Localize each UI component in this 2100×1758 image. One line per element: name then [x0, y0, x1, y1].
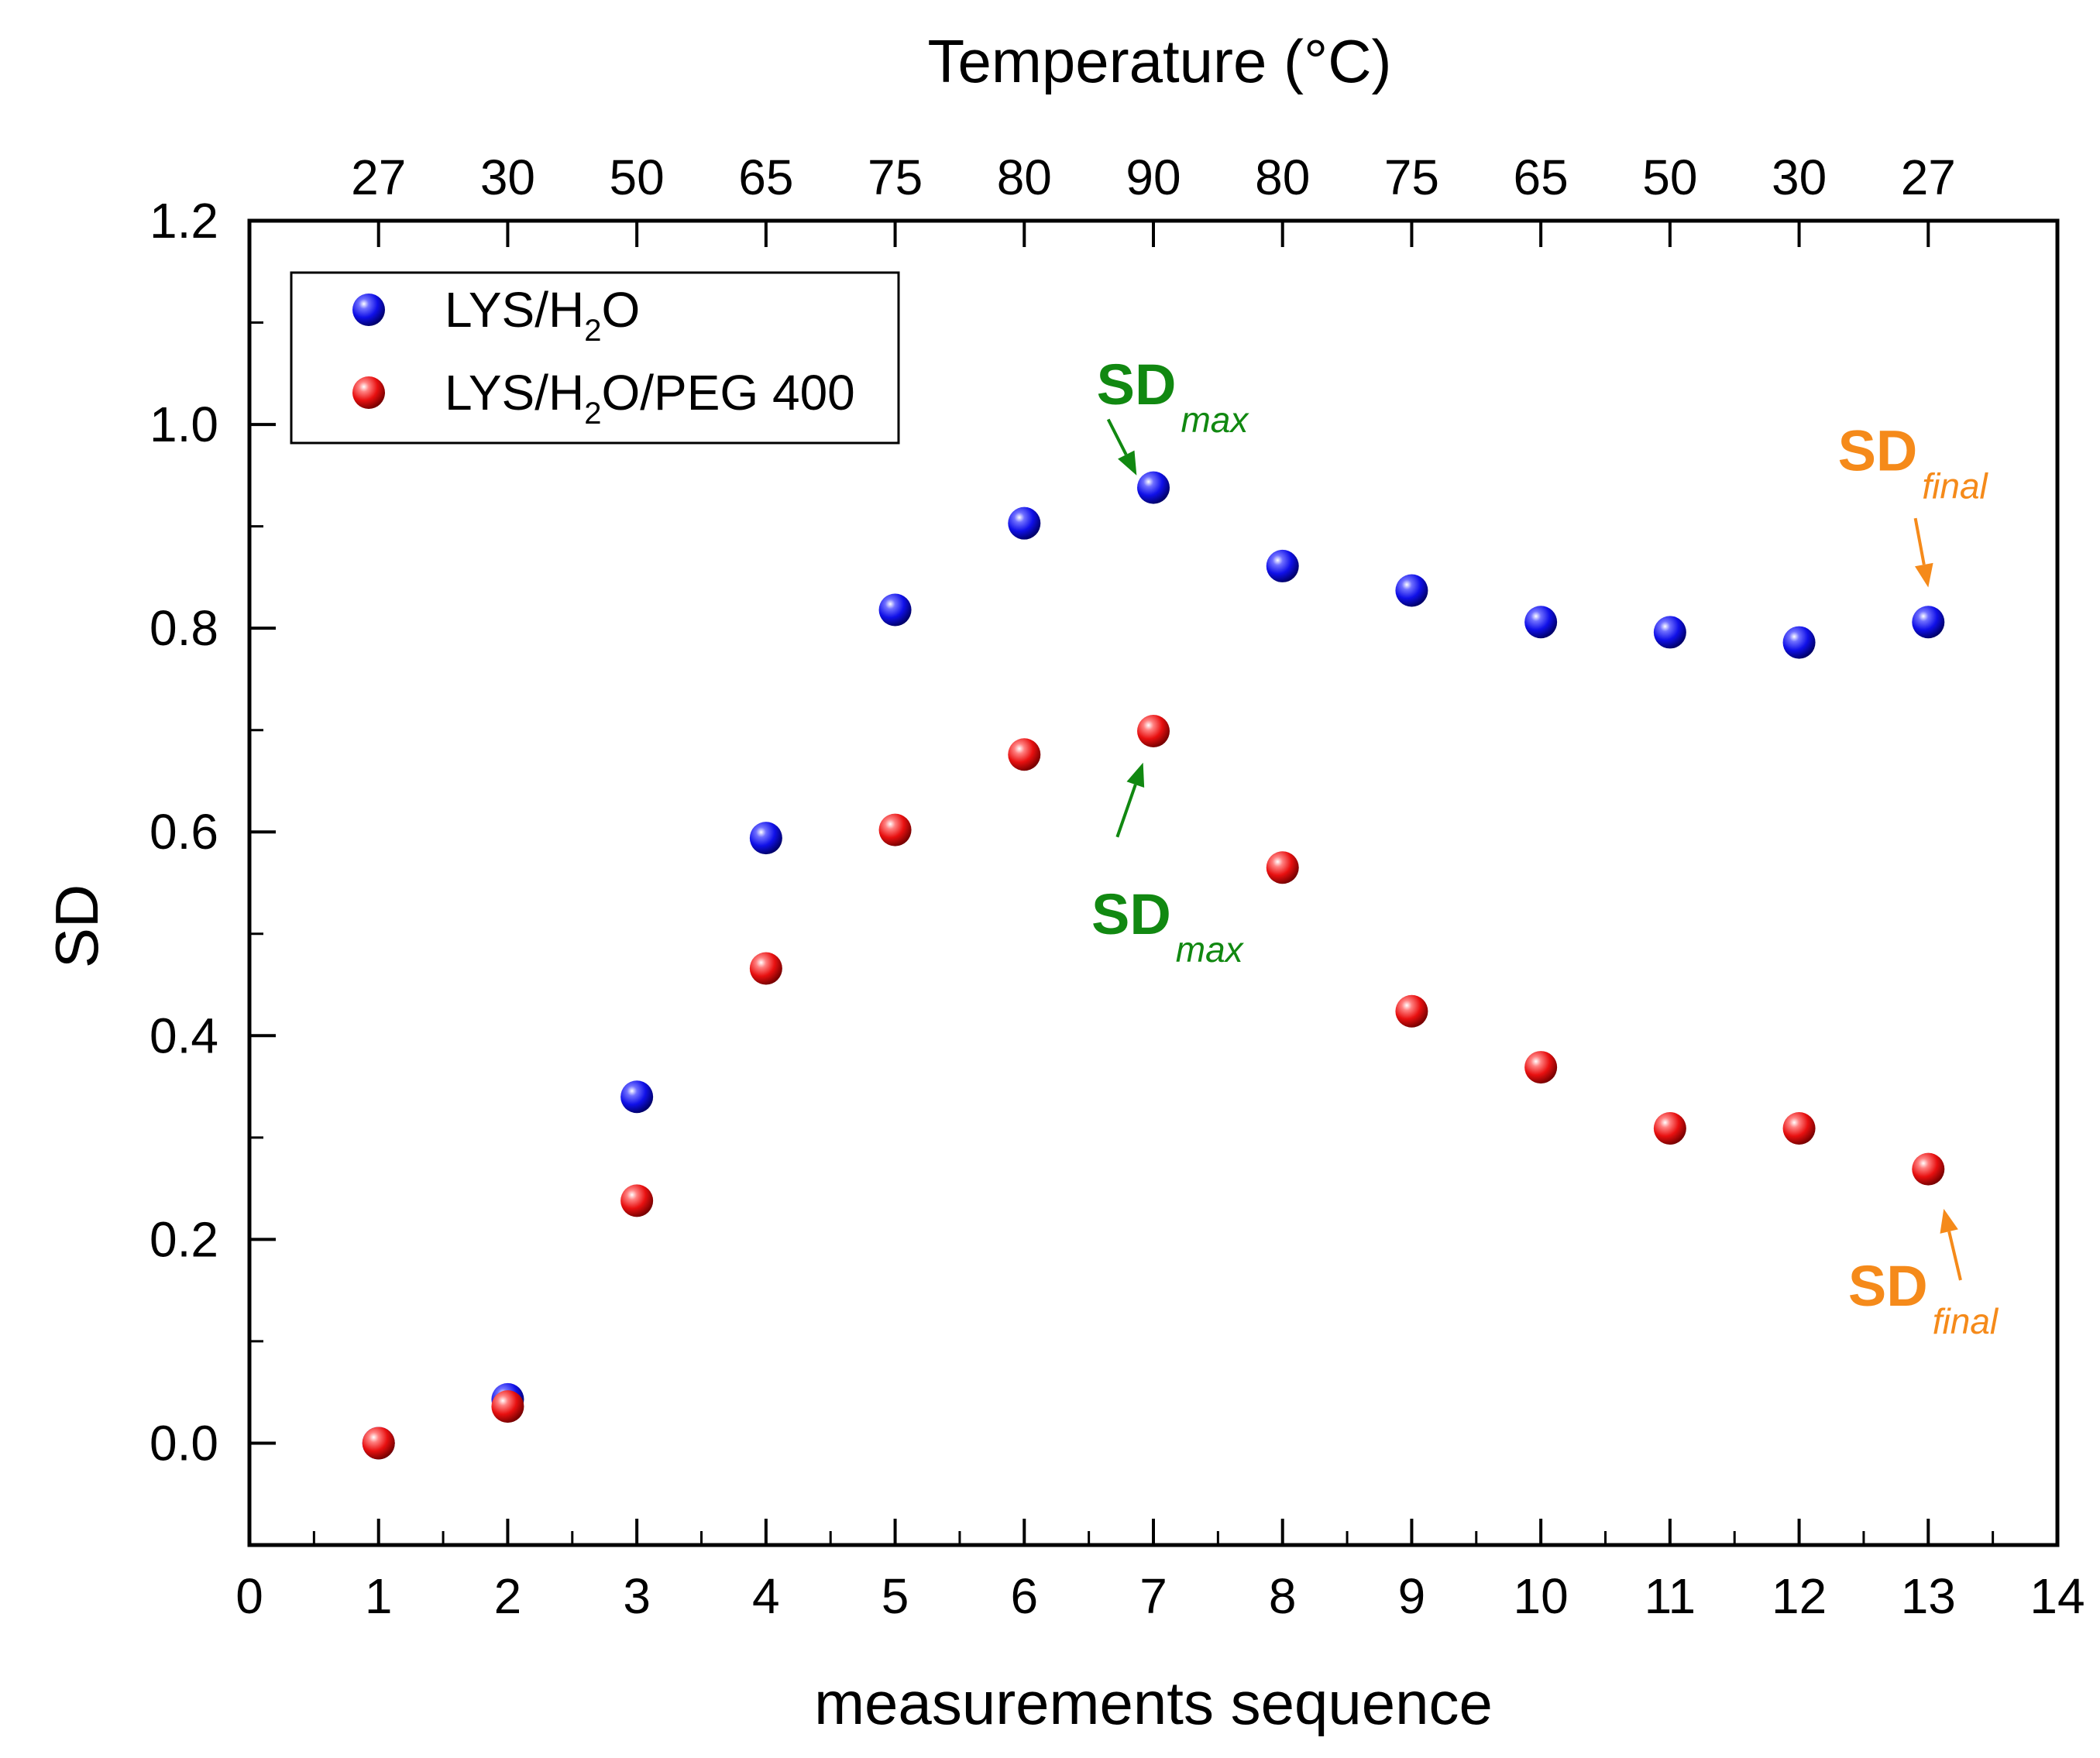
data-point-s1-3 — [620, 1184, 654, 1217]
top-tick-label-0: 27 — [351, 149, 406, 205]
x-tick-label-10: 10 — [1514, 1568, 1569, 1624]
data-point-s0-9 — [1395, 574, 1428, 607]
series-1 — [362, 715, 1945, 1460]
annotation-arrow-head — [1914, 562, 1933, 588]
legend-label-lys-h2o-peg400: LYS/H2O/PEG 400 — [445, 365, 855, 431]
annotation-arrow-head — [1118, 450, 1137, 476]
top-tick-label-4: 75 — [868, 149, 923, 205]
annotation-label: SDmax — [1097, 352, 1250, 440]
x-tick-label-6: 6 — [1010, 1568, 1038, 1624]
x-tick-label-0: 0 — [235, 1568, 263, 1624]
x-tick-label-9: 9 — [1398, 1568, 1426, 1624]
data-point-s1-4 — [749, 952, 782, 985]
top-tick-label-7: 80 — [1255, 149, 1310, 205]
data-point-s1-10 — [1524, 1051, 1558, 1084]
annotation-arrow-shaft — [1947, 1231, 1962, 1281]
x-tick-label-2: 2 — [494, 1568, 522, 1624]
data-point-s1-8 — [1266, 851, 1299, 884]
top-tick-label-8: 75 — [1384, 149, 1439, 205]
annotation-label: SDfinal — [1838, 418, 1989, 506]
data-point-s1-13 — [1912, 1152, 1945, 1186]
data-point-s1-11 — [1653, 1112, 1686, 1145]
y-tick-label-3: 0.6 — [150, 804, 218, 860]
annotation-label: SDmax — [1091, 882, 1245, 970]
top-tick-label-3: 65 — [738, 149, 793, 205]
annotation-final-3: SDfinal — [1848, 1208, 1999, 1341]
x-tick-label-4: 4 — [752, 1568, 780, 1624]
data-point-s0-13 — [1912, 606, 1945, 639]
annotation-arrow-shaft — [1106, 418, 1128, 455]
top-tick-label-2: 50 — [610, 149, 665, 205]
x-tick-label-7: 7 — [1139, 1568, 1167, 1624]
annotation-final-1: SDfinal — [1838, 418, 1989, 588]
y-tick-label-4: 0.8 — [150, 600, 218, 656]
top-tick-label-12: 27 — [1901, 149, 1956, 205]
annotation-arrow-head — [1126, 762, 1145, 788]
x-tick-label-12: 12 — [1772, 1568, 1827, 1624]
top-tick-label-11: 30 — [1772, 149, 1827, 205]
top-axis-title: Temperature (°C) — [927, 27, 1391, 95]
data-point-s0-5 — [878, 593, 912, 627]
data-point-s0-10 — [1524, 606, 1558, 639]
y-axis-title: SD — [43, 884, 111, 968]
data-point-s0-7 — [1137, 471, 1170, 504]
series-0 — [362, 471, 1945, 1460]
top-tick-label-10: 50 — [1642, 149, 1697, 205]
data-point-s1-12 — [1782, 1112, 1816, 1145]
top-tick-label-6: 90 — [1126, 149, 1181, 205]
data-point-s1-6 — [1008, 738, 1041, 771]
top-tick-label-5: 80 — [997, 149, 1052, 205]
y-tick-label-6: 1.2 — [150, 193, 218, 249]
x-tick-label-8: 8 — [1269, 1568, 1297, 1624]
data-point-s0-11 — [1653, 616, 1686, 649]
annotation-arrow-shaft — [1913, 517, 1926, 565]
data-point-s1-1 — [362, 1427, 395, 1460]
data-point-s0-4 — [749, 822, 782, 855]
y-tick-label-5: 1.0 — [150, 397, 218, 452]
annotation-max-2: SDmax — [1091, 762, 1245, 970]
data-point-s0-12 — [1782, 626, 1816, 659]
annotation-arrow-shaft — [1115, 784, 1137, 838]
legend-marker-lys-h2o-peg400 — [352, 376, 385, 409]
legend: LYS/H2O LYS/H2O/PEG 400 — [290, 271, 900, 445]
annotation-label: SDfinal — [1848, 1254, 1999, 1341]
x-tick-label-5: 5 — [882, 1568, 909, 1624]
data-point-s0-8 — [1266, 549, 1299, 582]
annotation-max-0: SDmax — [1097, 352, 1250, 476]
x-tick-label-1: 1 — [365, 1568, 393, 1624]
y-tick-label-0: 0.0 — [150, 1415, 218, 1471]
legend-label-lys-h2o: LYS/H2O — [445, 282, 640, 348]
annotation-arrow-head — [1940, 1208, 1958, 1234]
data-point-s0-6 — [1008, 506, 1041, 540]
data-point-s1-2 — [491, 1390, 524, 1423]
x-tick-label-3: 3 — [623, 1568, 651, 1624]
y-tick-label-2: 0.4 — [150, 1008, 218, 1063]
top-tick-label-9: 65 — [1514, 149, 1569, 205]
data-point-s1-7 — [1137, 715, 1170, 748]
x-tick-label-11: 11 — [1645, 1568, 1696, 1624]
legend-box — [290, 271, 900, 445]
x-tick-label-13: 13 — [1901, 1568, 1956, 1624]
data-point-s1-5 — [878, 813, 912, 846]
legend-marker-lys-h2o — [352, 294, 385, 326]
top-tick-label-1: 30 — [480, 149, 535, 205]
x-tick-label-14: 14 — [2030, 1568, 2085, 1624]
x-axis-title: measurements sequence — [814, 1669, 1493, 1737]
y-tick-label-1: 0.2 — [150, 1211, 218, 1267]
data-point-s0-3 — [620, 1080, 654, 1114]
data-point-s1-9 — [1395, 994, 1428, 1028]
